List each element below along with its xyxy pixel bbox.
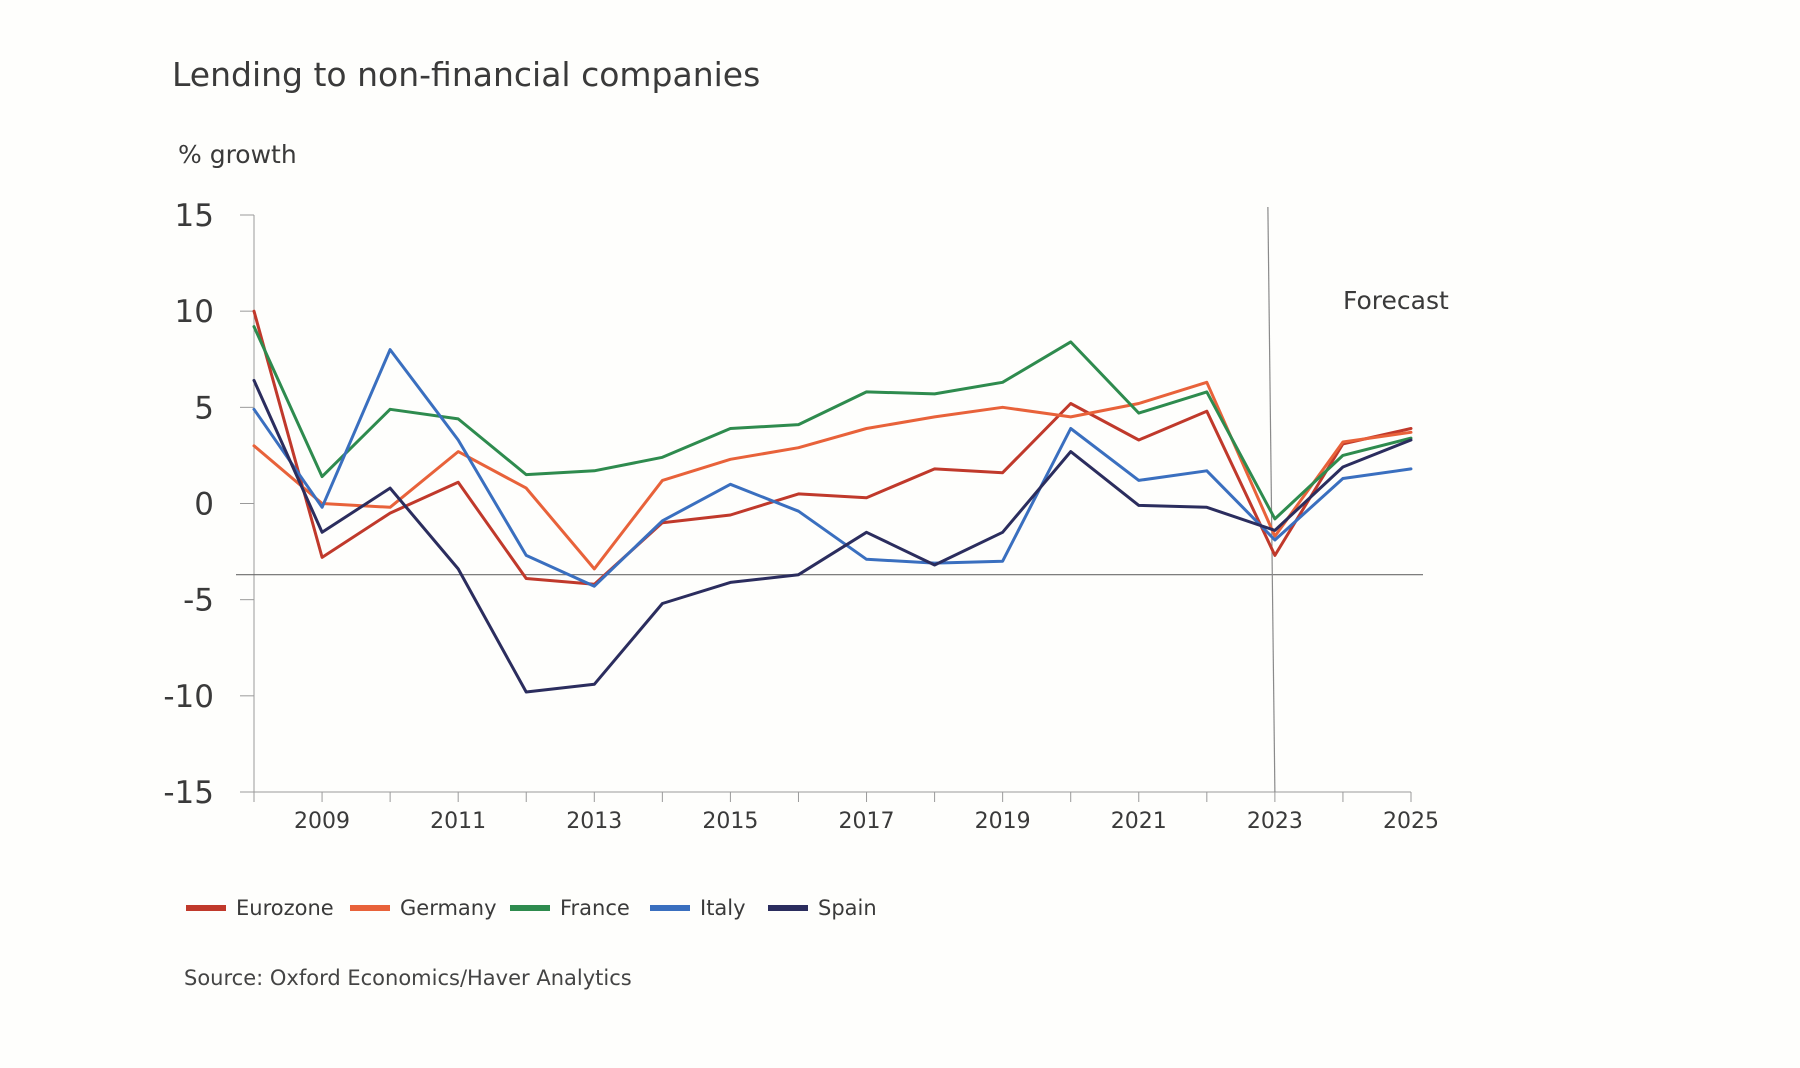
legend-label-italy: Italy	[700, 896, 746, 920]
legend-label-eurozone: Eurozone	[236, 896, 334, 920]
forecast-label: Forecast	[1343, 286, 1449, 315]
y-tick-label: 5	[194, 390, 214, 426]
series-line-spain	[252, 378, 1413, 694]
source-note: Source: Oxford Economics/Haver Analytics	[184, 966, 632, 990]
y-tick-label: -15	[163, 775, 214, 811]
x-tick-label: 2025	[1383, 809, 1439, 834]
series-line-eurozone	[252, 309, 1413, 586]
x-tick-label: 2019	[975, 809, 1031, 834]
series-line-italy	[252, 348, 1413, 588]
y-tick-label: -10	[163, 679, 214, 715]
legend-label-spain: Spain	[818, 896, 877, 920]
x-tick-label: 2017	[839, 809, 895, 834]
x-tick-label: 2013	[566, 809, 622, 834]
series-lines	[252, 309, 1413, 694]
x-tick-label: 2011	[430, 809, 486, 834]
series-line-france	[252, 325, 1413, 521]
y-tick-label: 0	[194, 487, 214, 523]
y-tick-label: 10	[175, 294, 214, 330]
x-tick-label: 2015	[702, 809, 758, 834]
x-tick-label: 2009	[294, 809, 350, 834]
y-tick-label: 15	[175, 198, 214, 234]
forecast-divider	[1267, 206, 1276, 793]
x-ticks: 2009 2011 2013 2015 2017 2019 2021 2023 2025	[253, 792, 1439, 834]
y-axis-label: % growth	[178, 140, 297, 169]
legend: Eurozone Germany France Italy Spain	[186, 896, 877, 920]
x-tick-label: 2021	[1111, 809, 1167, 834]
series-line-germany	[252, 380, 1413, 571]
y-ticks: 15 10 5 0 -5 -10 -15	[163, 198, 254, 811]
legend-label-france: France	[560, 896, 630, 920]
axes	[236, 206, 1423, 793]
chart-title: Lending to non-financial companies	[172, 55, 760, 94]
legend-label-germany: Germany	[400, 896, 497, 920]
y-tick-label: -5	[183, 583, 214, 619]
x-tick-label: 2023	[1247, 809, 1303, 834]
